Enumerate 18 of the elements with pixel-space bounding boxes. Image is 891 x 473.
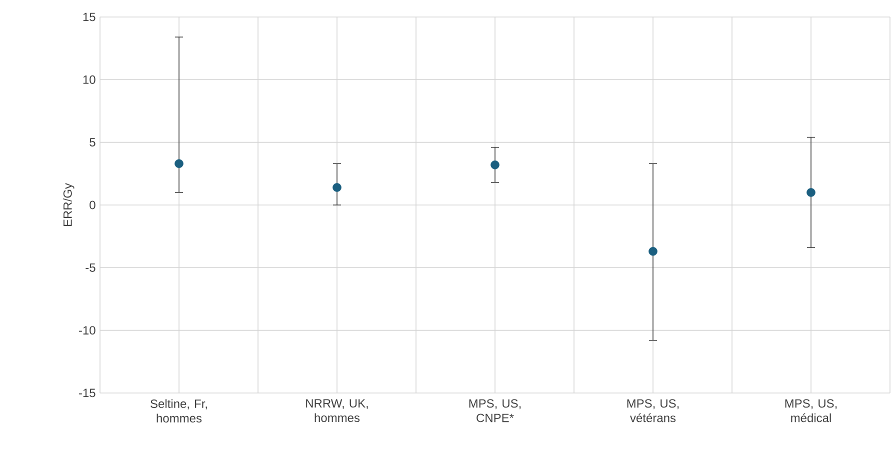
x-tick-label: MPS, US, médical: [785, 399, 837, 422]
y-axis-title: ERR/Gy: [63, 183, 74, 226]
x-tick-label: NRRW, UK, hommes: [306, 399, 368, 422]
point: [648, 246, 658, 256]
y-tick-label: -15: [79, 388, 96, 398]
y-tick-label: -5: [86, 263, 96, 272]
point: [174, 159, 184, 168]
y-tick-label: 10: [83, 75, 96, 84]
y-tick-label: 0: [90, 200, 96, 210]
y-tick-label: 15: [83, 12, 96, 22]
point: [806, 188, 816, 197]
y-tick-label: -10: [79, 326, 96, 335]
x-tick-label: Seltine, Fr, hommes: [150, 399, 207, 422]
y-tick-label: 5: [90, 138, 96, 147]
x-tick-label: MPS, US, vétérans: [627, 399, 679, 422]
point: [490, 160, 500, 170]
point: [332, 183, 342, 192]
x-tick-label: MPS, US, CNPE*: [469, 399, 521, 422]
